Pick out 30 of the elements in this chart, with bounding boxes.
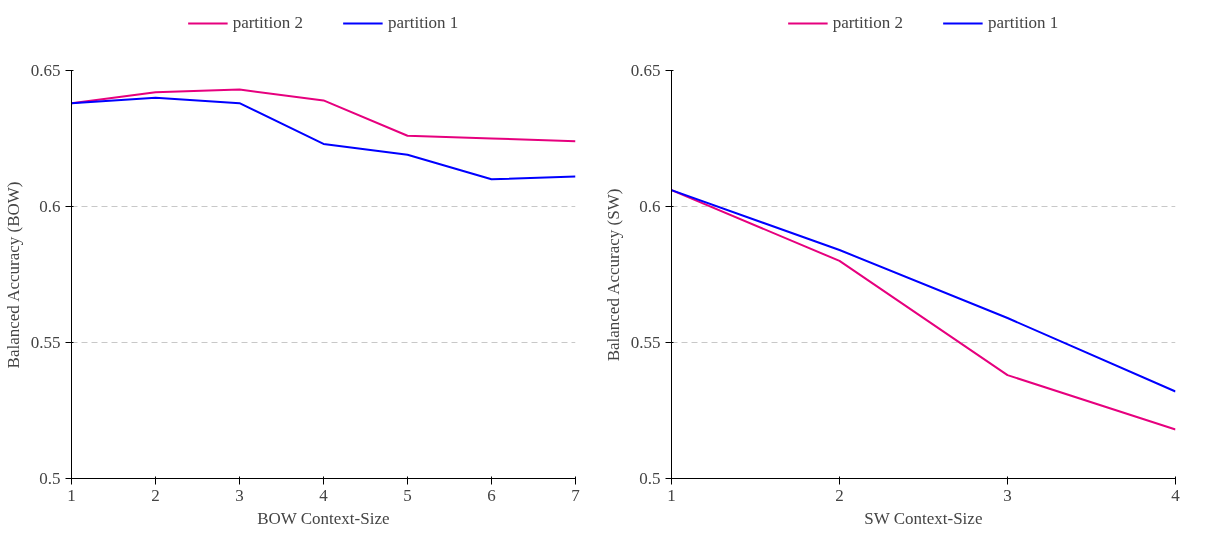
legend-label: partition 1	[388, 11, 459, 34]
x-tick-label: 2	[151, 485, 160, 505]
x-tick-label: 4	[319, 485, 329, 505]
y-tick-label: 0.65	[630, 61, 661, 80]
x-tick-label: 6	[487, 485, 496, 505]
x-tick-label: 4	[1171, 485, 1181, 505]
y-tick-label: 0.55	[30, 333, 61, 352]
y-tick-label: 0.6	[639, 197, 661, 216]
y-tick-label: 0.5	[639, 469, 661, 488]
legend-label: partition 1	[988, 11, 1059, 34]
x-tick-label: 1	[667, 485, 676, 505]
line-series	[671, 189, 1176, 431]
y-tick-label: 0.5	[39, 469, 61, 488]
x-tick-label: 2	[835, 485, 844, 505]
line-series	[71, 96, 576, 181]
y-axis-title: Balanced Accuracy (BOW)	[3, 181, 23, 369]
legend-label: partition 2	[232, 11, 303, 34]
x-tick-label: 7	[571, 485, 581, 505]
x-axis-title: SW Context-Size	[864, 508, 983, 528]
x-axis-title: BOW Context-Size	[257, 508, 390, 528]
legend-label: partition 2	[832, 11, 903, 34]
y-tick-label: 0.55	[630, 333, 661, 352]
x-tick-label: 1	[67, 485, 76, 505]
x-tick-label: 3	[1003, 485, 1012, 505]
x-tick-label: 3	[235, 485, 244, 505]
y-tick-label: 0.6	[39, 197, 61, 216]
line-series	[671, 189, 1176, 393]
y-axis-title: Balanced Accuracy (SW)	[603, 188, 623, 362]
x-tick-label: 5	[403, 485, 412, 505]
y-tick-label: 0.65	[30, 61, 61, 80]
